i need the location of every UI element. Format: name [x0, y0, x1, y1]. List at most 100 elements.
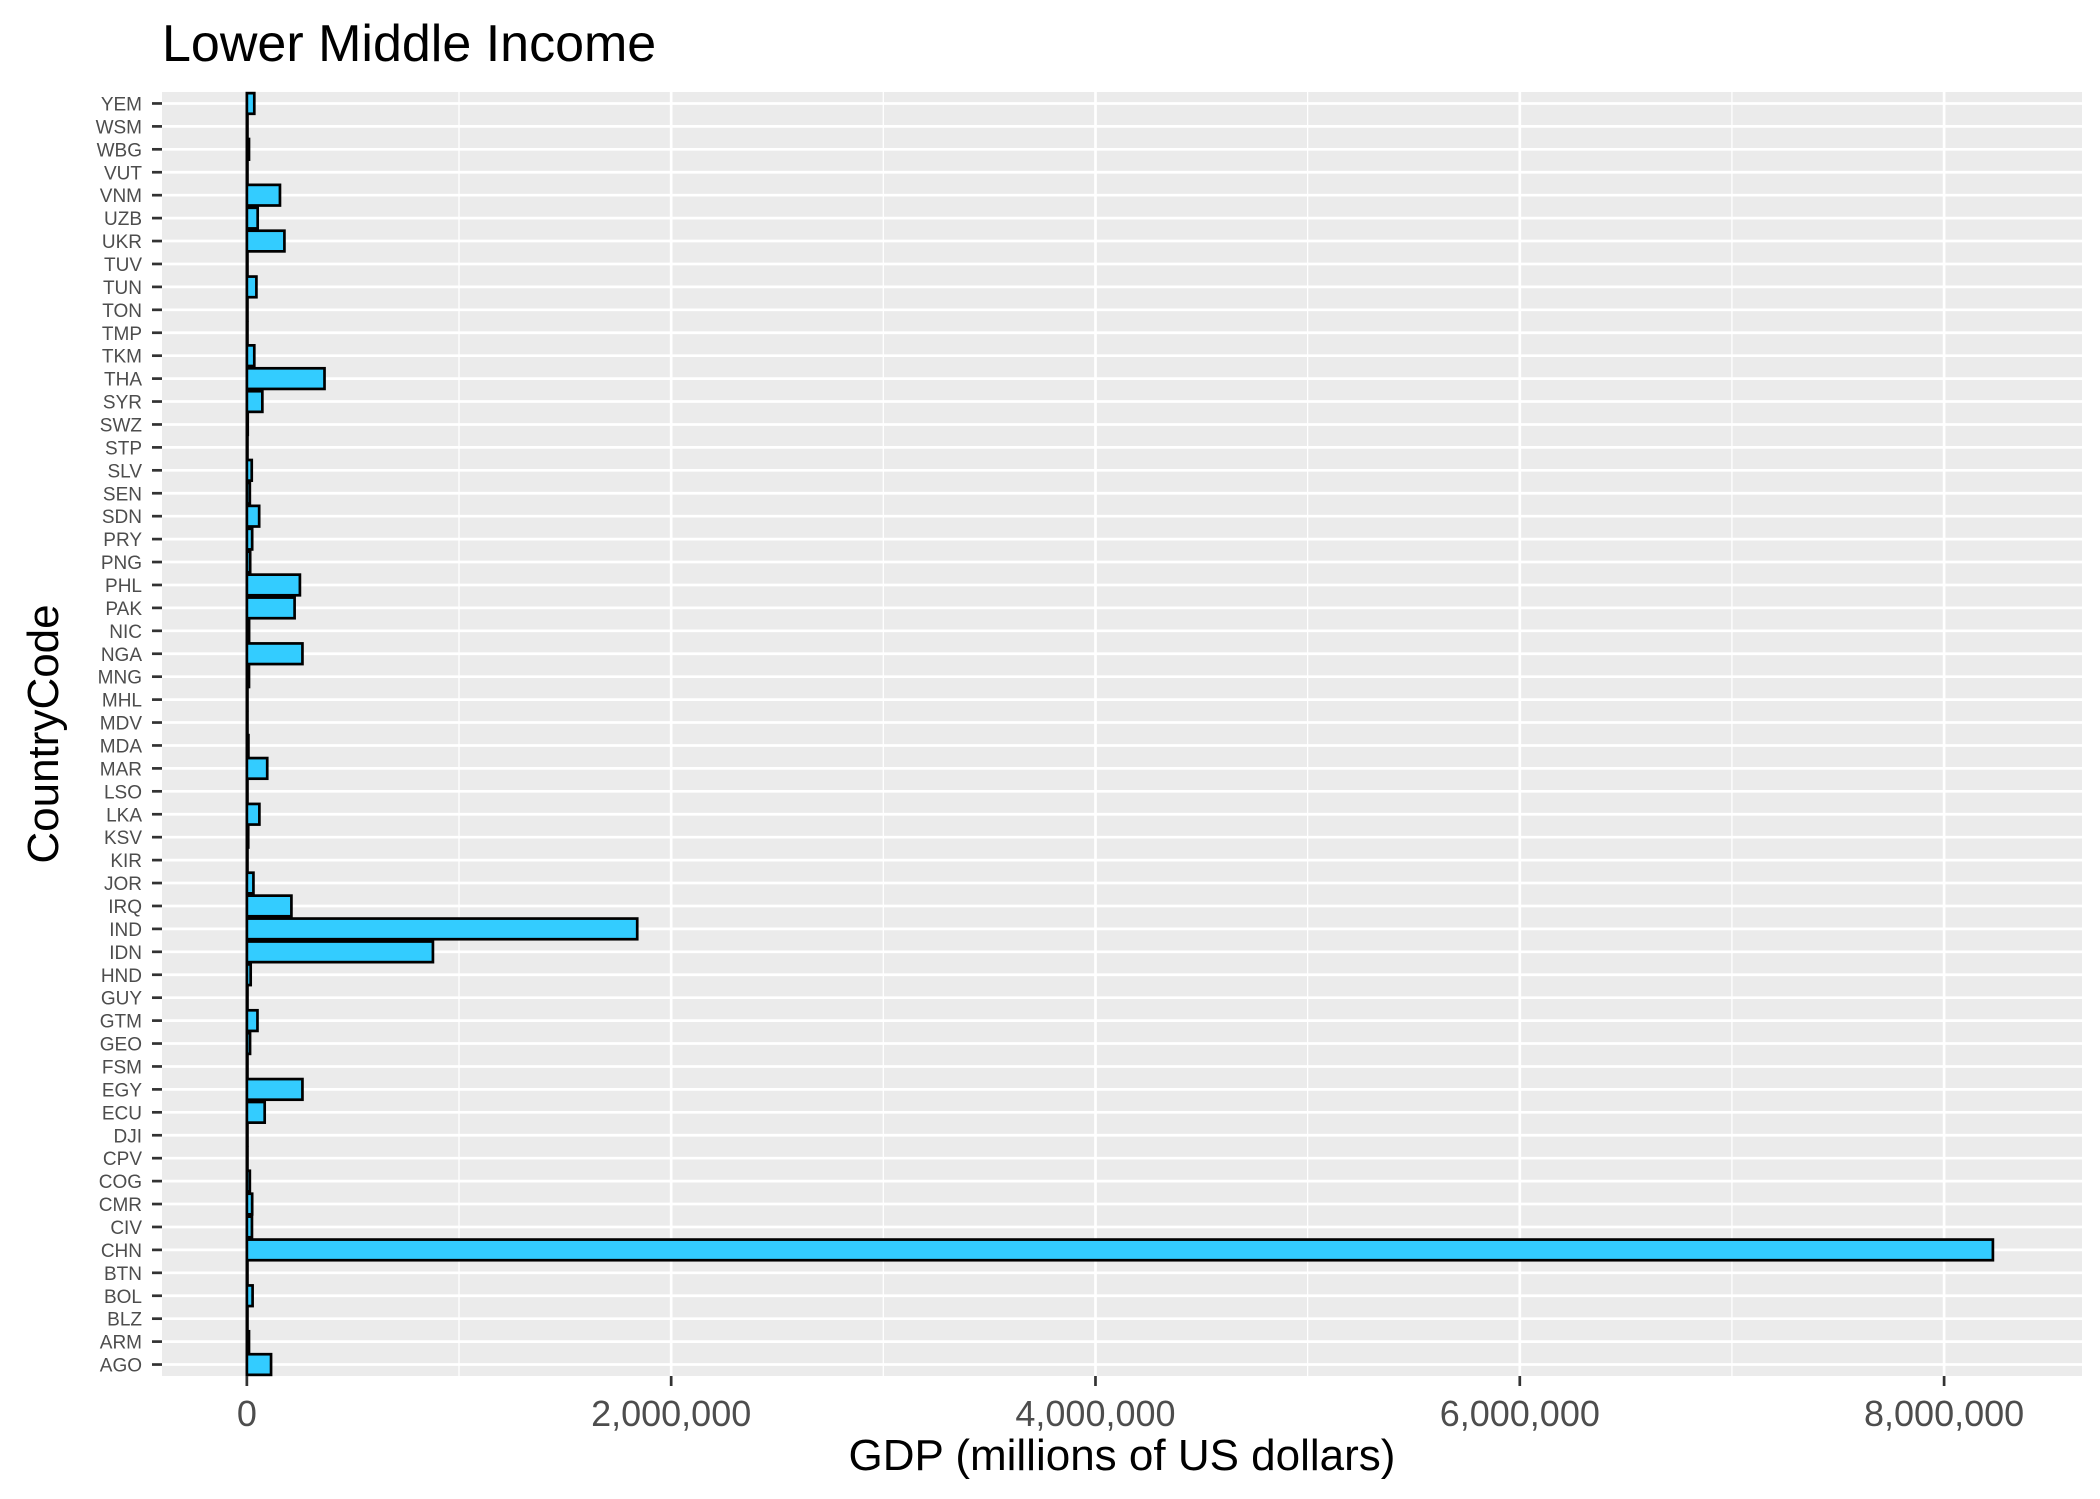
y-tick-label: SEN: [103, 484, 142, 505]
bar-mhl: [245, 687, 249, 712]
bar-fsm: [245, 1054, 249, 1079]
y-tick-label: CIV: [110, 1218, 142, 1239]
bar-cog: [245, 1169, 252, 1193]
x-axis-ticks: 0 2,000,000 4,000,000 6,000,000 8,000,000: [237, 1376, 2024, 1434]
bar-ecu: [245, 1100, 267, 1124]
bar-tun: [245, 275, 258, 299]
bar-syr: [245, 389, 264, 414]
bar-chn: [245, 1238, 1995, 1262]
y-tick-label: LSO: [104, 782, 142, 803]
y-tick-label: KSV: [104, 828, 142, 849]
y-tick-label: NGA: [101, 645, 143, 666]
y-tick-label: ECU: [102, 1103, 142, 1124]
y-tick-label: FSM: [102, 1057, 142, 1078]
y-tick-label: TUV: [104, 255, 142, 276]
y-tick-label: MDA: [100, 736, 143, 757]
y-tick-label: YEM: [101, 94, 142, 115]
bar-sdn: [245, 504, 261, 528]
bar-png: [245, 550, 252, 574]
y-tick-label: STP: [105, 438, 142, 459]
x-tick-label: 8,000,000: [1864, 1393, 2024, 1434]
y-tick-label: ARM: [100, 1333, 142, 1354]
y-tick-label: KIR: [110, 851, 142, 872]
bar-yem: [245, 91, 256, 116]
y-tick-label: TON: [102, 301, 142, 322]
bar-dji: [245, 1123, 249, 1147]
y-tick-label: PRY: [103, 530, 142, 551]
x-tick-label: 0: [237, 1393, 257, 1434]
bar-arm: [245, 1329, 251, 1354]
y-tick-label: TMP: [102, 324, 142, 345]
bar-mar: [245, 756, 269, 781]
y-tick-label: PNG: [101, 553, 142, 574]
bar-vnm: [245, 183, 282, 207]
bar-wbg: [245, 137, 251, 161]
bar-tkm: [245, 344, 256, 368]
bar-lka: [245, 802, 261, 826]
y-tick-label: BLZ: [107, 1310, 142, 1331]
bar-phl: [245, 573, 302, 597]
bar-idn: [245, 940, 435, 964]
bar-pak: [245, 596, 296, 620]
y-tick-label: BOL: [104, 1287, 142, 1308]
y-tick-label: SDN: [102, 507, 142, 528]
bar-ind: [245, 917, 639, 941]
x-tick-label: 4,000,000: [1015, 1393, 1175, 1434]
bar-vut: [245, 160, 249, 184]
y-tick-label: UZB: [104, 209, 142, 230]
y-tick-label: AGO: [100, 1356, 142, 1377]
bar-tha: [245, 366, 326, 391]
y-tick-label: EGY: [102, 1080, 142, 1101]
y-tick-label: CMR: [99, 1195, 142, 1216]
y-tick-label: TKM: [102, 347, 142, 368]
x-axis-title: GDP (millions of US dollars): [849, 1431, 1396, 1480]
y-tick-label: VUT: [104, 163, 142, 184]
bar-mda: [245, 733, 250, 758]
bar-egy: [245, 1077, 304, 1102]
bar-guy: [245, 986, 249, 1010]
y-tick-label: CHN: [101, 1241, 142, 1262]
y-tick-label: MAR: [100, 759, 142, 780]
bar-civ: [245, 1215, 254, 1239]
bar-btn: [245, 1261, 249, 1285]
bar-cmr: [245, 1192, 254, 1216]
y-tick-label: SWZ: [100, 415, 143, 436]
x-tick-label: 2,000,000: [591, 1393, 751, 1434]
bar-ukr: [245, 229, 286, 253]
bar-jor: [245, 871, 255, 895]
y-tick-label: GUY: [101, 989, 143, 1010]
y-tick-label: CPV: [103, 1149, 142, 1170]
y-tick-label: WSM: [96, 117, 142, 138]
bar-pry: [245, 527, 254, 551]
bar-gtm: [245, 1008, 259, 1033]
y-tick-label: LKA: [106, 805, 142, 826]
bars: [245, 91, 1995, 1377]
y-tick-label: MNG: [98, 668, 142, 689]
bar-swz: [245, 412, 250, 437]
bar-stp: [245, 435, 249, 460]
bar-tuv: [245, 252, 249, 276]
bar-sen: [245, 481, 252, 505]
y-axis-ticks: AGOARMBLZBOLBTNCHNCIVCMRCOGCPVDJIECUEGYF…: [96, 94, 162, 1377]
bar-kir: [245, 848, 249, 872]
bar-hnd: [245, 963, 253, 987]
grid-lines: [162, 92, 2082, 1376]
y-axis-title: CountryCode: [19, 604, 68, 863]
bar-mng: [245, 665, 251, 689]
y-tick-label: MHL: [102, 691, 142, 712]
bar-wsm: [245, 114, 249, 139]
bar-blz: [245, 1307, 249, 1331]
y-tick-label: NIC: [109, 622, 142, 643]
bar-slv: [245, 458, 254, 482]
y-tick-label: SYR: [103, 393, 142, 414]
bar-nic: [245, 619, 251, 643]
bar-bol: [245, 1284, 254, 1308]
bar-nga: [245, 642, 304, 666]
y-tick-label: WBG: [97, 140, 142, 161]
plot-panel: [162, 92, 2082, 1376]
y-tick-label: SLV: [107, 461, 142, 482]
y-tick-label: COG: [99, 1172, 142, 1193]
y-tick-label: PHL: [105, 576, 142, 597]
y-tick-label: IRQ: [108, 897, 142, 918]
bar-ago: [245, 1352, 273, 1377]
